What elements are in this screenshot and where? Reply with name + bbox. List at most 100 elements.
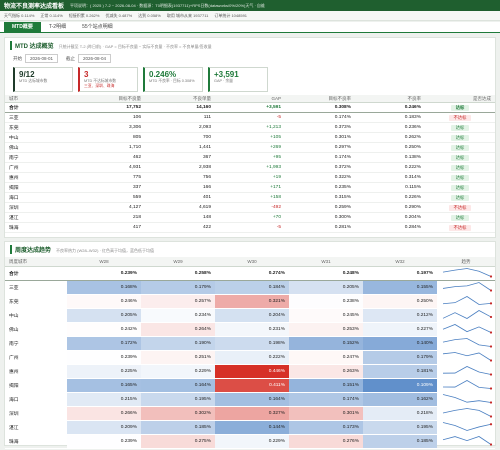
heat-cell: 0.195%: [363, 420, 437, 435]
status-cell: 达标: [425, 122, 495, 133]
status-badge: 不达标: [448, 204, 472, 211]
sparkline: [442, 408, 493, 418]
tab[interactable]: 55个站点明细: [82, 24, 113, 30]
trend-cell: [437, 308, 495, 323]
value-cell: -492: [215, 202, 285, 213]
heat-cell: 0.242%: [67, 322, 141, 337]
sparkline: [442, 352, 493, 362]
value-cell: +19: [215, 172, 285, 183]
kpi-label: MTD 不达标城市数: [84, 79, 117, 83]
city-cell: 惠州: [5, 364, 67, 379]
table-row: 佛山 1,710 1,441 +269 0.297% 0.250% 达标: [5, 142, 495, 153]
heat-cell: 0.173%: [289, 420, 363, 435]
tab[interactable]: MTD概要: [4, 22, 41, 32]
value-cell: -5: [215, 222, 285, 233]
kpi-card: +3,591 GAP · 余量: [208, 67, 268, 92]
table-row: 海口 559 401 +158 0.315% 0.226% 达标: [5, 192, 495, 203]
value-cell: +269: [215, 142, 285, 153]
column-header: GAP: [215, 95, 285, 103]
filter: 开始 2026-08-01: [13, 54, 59, 63]
table-row: 深圳 4,127 4,619 -492 0.259% 0.290% 不达标: [5, 202, 495, 213]
status-cell: 达标: [425, 142, 495, 153]
heat-cell: 0.321%: [215, 294, 289, 309]
value-cell: 0.308%: [285, 102, 355, 113]
value-cell: +3,591: [215, 102, 285, 113]
value-cell: 0.281%: [285, 222, 355, 233]
city-cell: 合计: [5, 102, 75, 113]
heat-cell: 0.109%: [363, 378, 437, 393]
column-header: W31: [289, 257, 363, 267]
value-cell: 559: [75, 192, 145, 203]
heat-cell: 0.245%: [289, 308, 363, 323]
heat-cell: 0.264%: [141, 322, 215, 337]
value-cell: 805: [75, 132, 145, 143]
value-cell: 0.204%: [355, 212, 425, 223]
table-row: 广州 4,931 2,938 +1,993 0.372% 0.222% 达标: [5, 162, 495, 173]
value-cell: 0.297%: [285, 142, 355, 153]
value-cell: 700: [145, 132, 215, 143]
sparkline: [442, 310, 493, 319]
filter-input[interactable]: 2026-08-01: [25, 54, 59, 63]
status-badge: 达标: [450, 184, 470, 191]
heat-cell: 0.215%: [67, 392, 141, 407]
table-row: 湛江 0.209% 0.185% 0.144% 0.173% 0.195%: [5, 420, 495, 435]
value-cell: 1,710: [75, 142, 145, 153]
value-cell: 0.284%: [355, 222, 425, 233]
trend-cell: [437, 350, 495, 365]
value-cell: 166: [145, 182, 215, 193]
heat-cell: 0.247%: [289, 350, 363, 365]
column-header: 城市: [5, 95, 75, 103]
value-cell: 0.174%: [285, 112, 355, 123]
heat-cell: 0.253%: [289, 322, 363, 337]
value-cell: 2,093: [145, 122, 215, 133]
heat-cell: 0.179%: [141, 280, 215, 295]
status-cell: 达标: [425, 162, 495, 173]
value-cell: 0.250%: [355, 142, 425, 153]
value-cell: 401: [145, 192, 215, 203]
trend-cell: [437, 266, 495, 281]
kpi-row: 9/12 MTD 达标城市数 3 MTD 不达标城市数 三亚、深圳、珠海 0.246% MT…: [5, 64, 495, 95]
value-cell: 218: [75, 212, 145, 223]
status-cell: 不达标: [425, 202, 495, 213]
kpi-card: 9/12 MTD 达标城市数: [13, 67, 73, 92]
heat-cell: 0.225%: [67, 364, 141, 379]
column-header: 目标不良率: [285, 95, 355, 103]
value-cell: +105: [215, 132, 285, 143]
heat-cell: 0.204%: [215, 308, 289, 323]
header-info: 平项说明：( 2025 ) 7-2 ~ 2026-08-04 · 数据源：T0明…: [70, 2, 265, 8]
heat-cell: 0.174%: [289, 392, 363, 407]
filter-input[interactable]: 2026-08-04: [78, 54, 112, 63]
status-badge: 达标: [450, 104, 470, 111]
trend-end-dot: [489, 373, 493, 376]
tab[interactable]: T-2明细: [48, 24, 67, 30]
city-cell: 东莞: [5, 294, 67, 309]
sparkline: [442, 268, 493, 278]
weekly-section: 周度达成趋势 不良率热力 (W28–W32) · 红色高于均值，蓝色低于均值 周度…: [4, 241, 496, 449]
sparkline: [442, 422, 493, 431]
status-cell: 不达标: [425, 112, 495, 123]
stat: 天气指标 0.114%: [4, 12, 35, 18]
city-cell: 东莞: [5, 122, 75, 133]
trend-line: [442, 436, 492, 445]
heat-cell: 0.218%: [363, 406, 437, 421]
value-cell: 4,619: [145, 202, 215, 213]
value-cell: +158: [215, 192, 285, 203]
status-cell: 不达标: [425, 222, 495, 233]
heat-cell: 0.301%: [289, 406, 363, 421]
filter: 截止 2026-08-04: [66, 54, 112, 63]
heat-cell: 0.181%: [363, 364, 437, 379]
status-badge: 不达标: [448, 114, 472, 121]
filter-label: 截止: [66, 56, 76, 61]
heat-cell: 0.263%: [289, 364, 363, 379]
kpi-label: MTD 达标城市数: [19, 79, 48, 83]
value-cell: 0.314%: [355, 172, 425, 183]
section-subtitle: 不良率热力 (W28–W32) · 红色高于均值，蓝色低于均值: [56, 248, 155, 253]
filter-label: 开始: [13, 56, 22, 61]
column-header: W29: [141, 257, 215, 267]
table-row: 三亚 106 111 -5 0.174% 0.183% 不达标: [5, 112, 495, 123]
trend-line: [442, 282, 492, 291]
mtd-table: 城市 目标不良量 不良单量 GAP 目标不良率 不良率 是否达成 合计 17,752 14,160…: [5, 95, 495, 233]
stat: 正常 0.114%: [40, 12, 63, 18]
value-cell: 4,931: [75, 162, 145, 173]
stat: 订单统计 1048591: [214, 12, 248, 18]
